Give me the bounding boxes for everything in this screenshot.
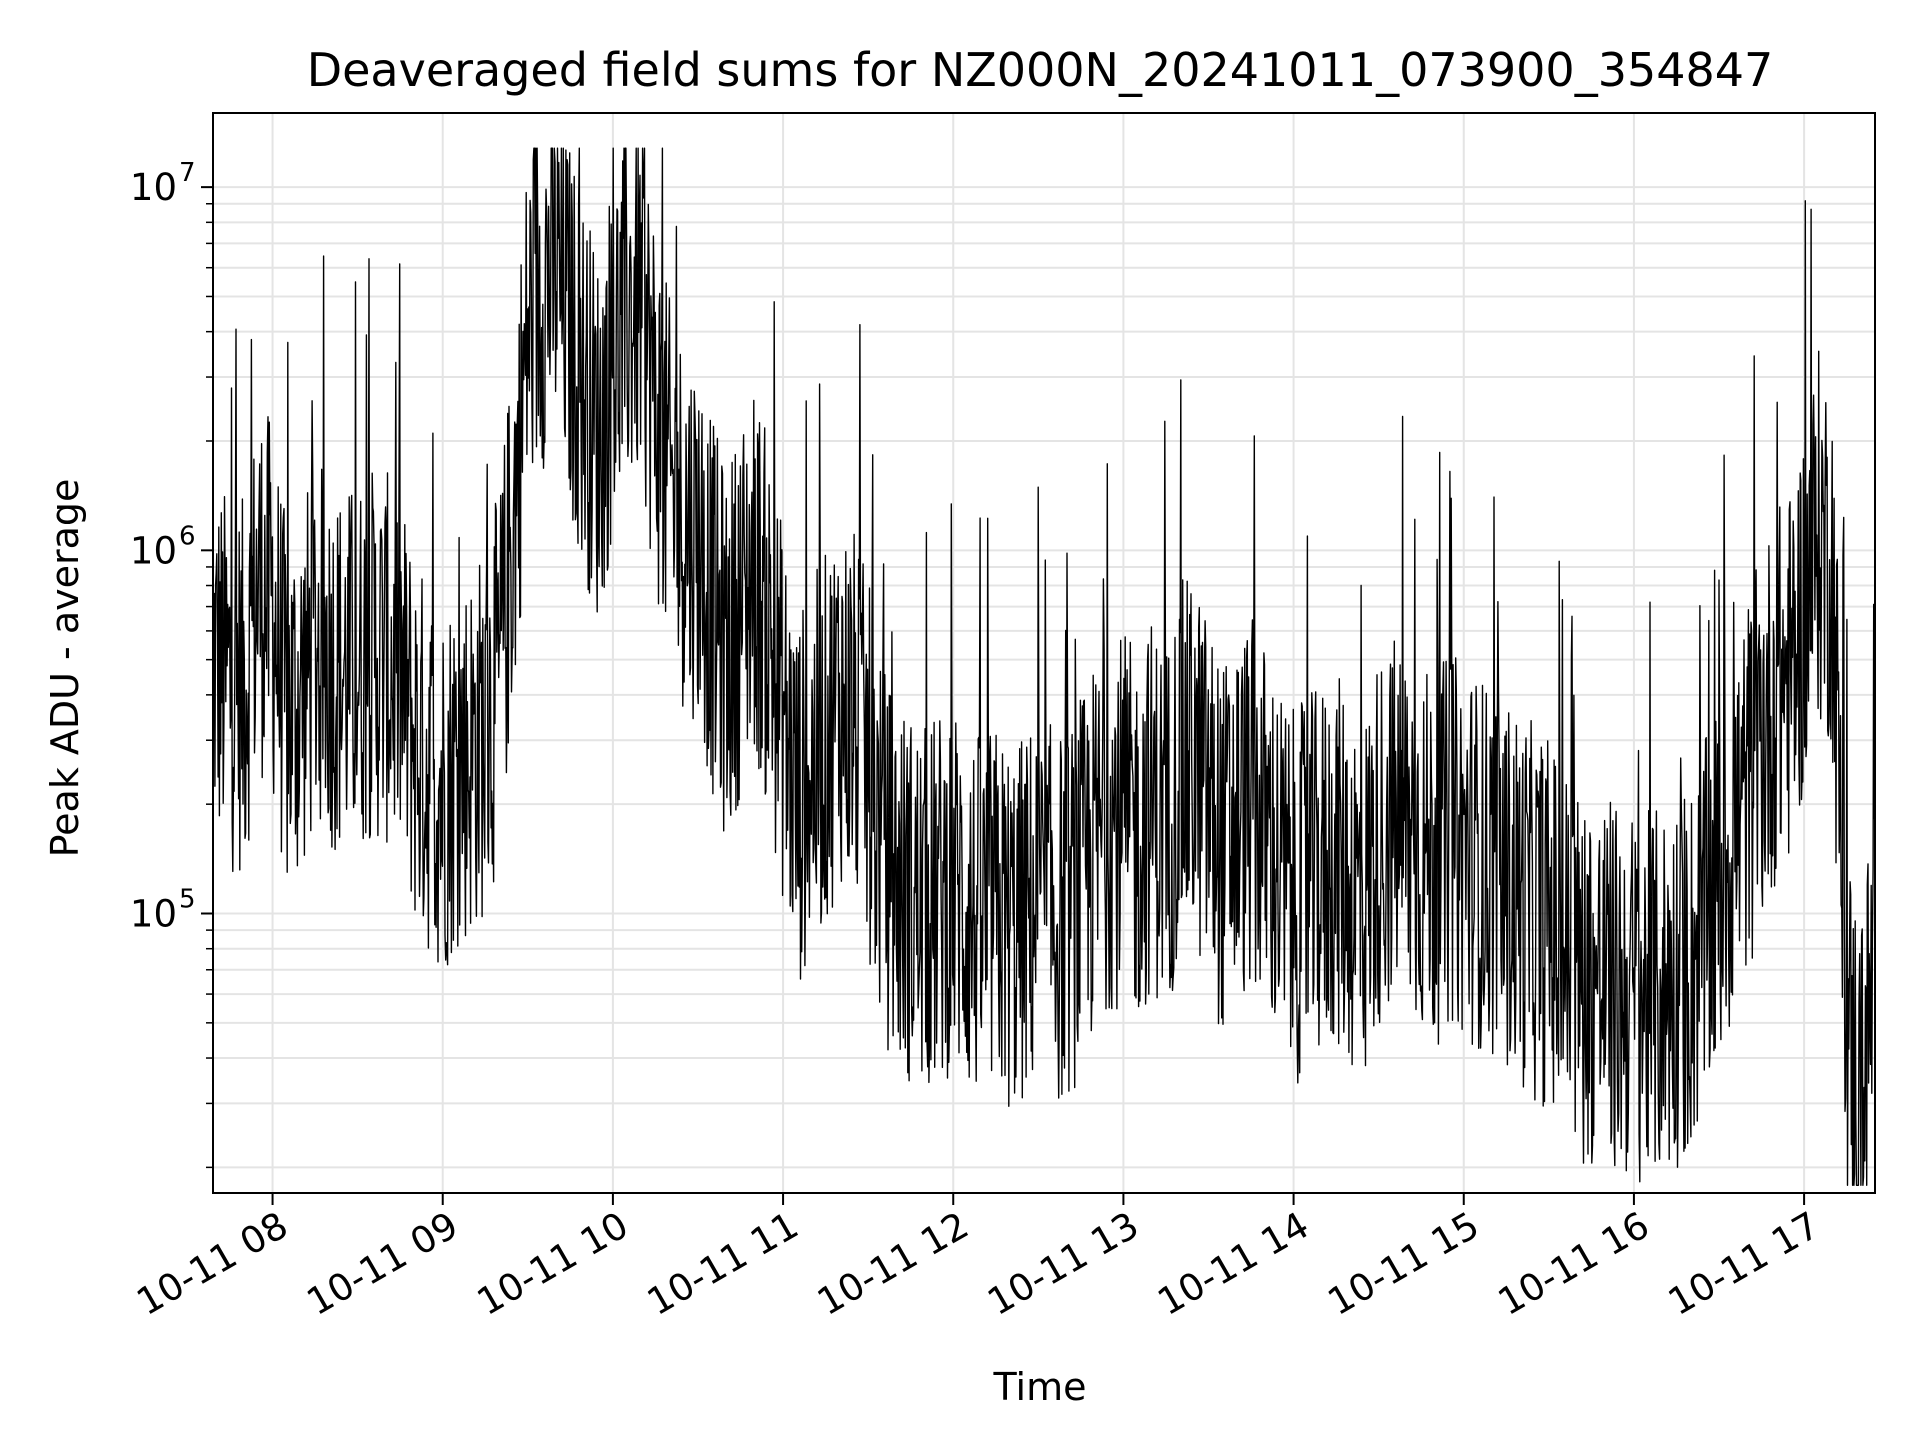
y-axis-label: Peak ADU - average xyxy=(43,479,87,858)
y-tick-label: 10 xyxy=(130,529,177,572)
chart-title: Deaveraged field sums for NZ000N_2024101… xyxy=(307,43,1774,97)
y-tick-base: 10 xyxy=(130,166,177,209)
x-axis-label: Time xyxy=(993,1365,1087,1409)
axes-frame xyxy=(212,112,1876,1194)
series-line xyxy=(212,147,1876,1186)
y-tick-base: 10 xyxy=(130,893,177,936)
y-tick-exponent: 6 xyxy=(179,521,196,551)
plot-area xyxy=(212,147,1876,1186)
y-tick-base: 10 xyxy=(130,529,177,572)
y-tick-label: 10 xyxy=(130,166,177,209)
y-tick-label: 10 xyxy=(130,893,177,936)
y-tick-exponent: 7 xyxy=(179,158,196,188)
y-tick-exponent: 5 xyxy=(179,885,196,915)
